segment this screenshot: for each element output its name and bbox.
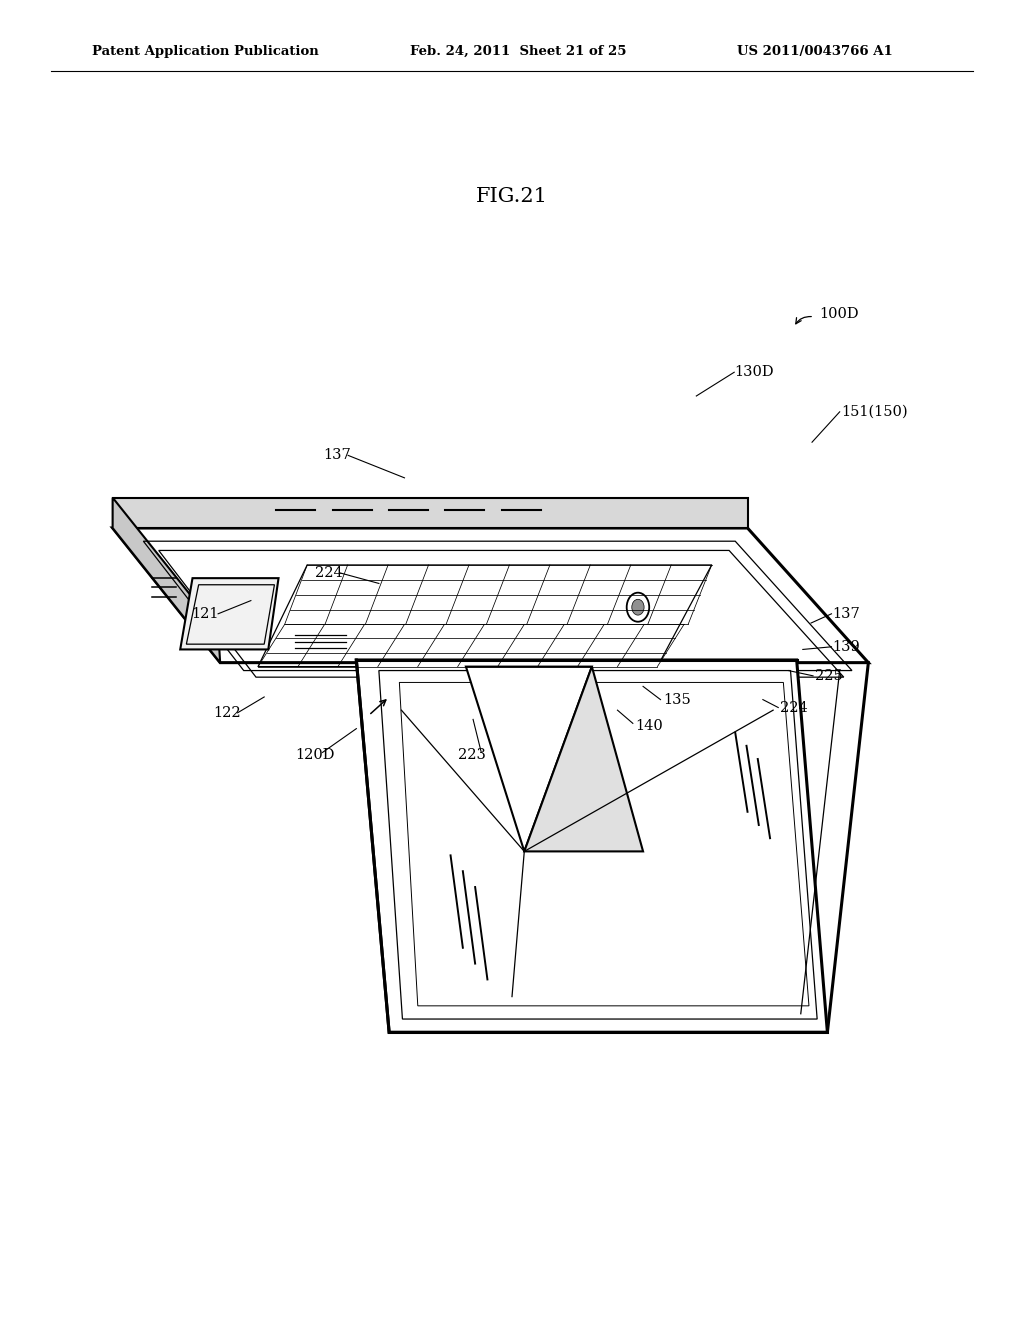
Text: 223: 223 [458,748,485,762]
Text: FIG.21: FIG.21 [476,187,548,206]
Polygon shape [364,660,454,671]
Polygon shape [180,578,279,649]
Polygon shape [356,660,827,1032]
Polygon shape [614,660,674,671]
Text: 137: 137 [833,607,860,620]
Polygon shape [524,667,643,851]
Text: 137: 137 [324,449,351,462]
Polygon shape [379,671,817,1019]
Polygon shape [113,498,748,528]
Text: 130D: 130D [734,366,774,379]
Polygon shape [399,682,809,1006]
FancyBboxPatch shape [768,668,797,689]
Text: US 2011/0043766 A1: US 2011/0043766 A1 [737,45,893,58]
Text: 121: 121 [191,607,219,620]
Text: 140: 140 [635,719,663,733]
Text: 225: 225 [815,669,843,682]
Text: Feb. 24, 2011  Sheet 21 of 25: Feb. 24, 2011 Sheet 21 of 25 [410,45,626,58]
Text: 224: 224 [315,566,343,579]
Polygon shape [466,667,592,851]
Polygon shape [113,498,220,663]
Circle shape [632,599,644,615]
Text: 120D: 120D [295,748,335,762]
Text: 139: 139 [833,640,860,653]
Text: 122: 122 [213,706,241,719]
Text: 224: 224 [780,701,808,714]
Polygon shape [113,528,868,663]
Text: Patent Application Publication: Patent Application Publication [92,45,318,58]
Text: 151(150): 151(150) [842,405,908,418]
Text: 100D: 100D [819,308,859,321]
Text: 135: 135 [664,693,691,706]
